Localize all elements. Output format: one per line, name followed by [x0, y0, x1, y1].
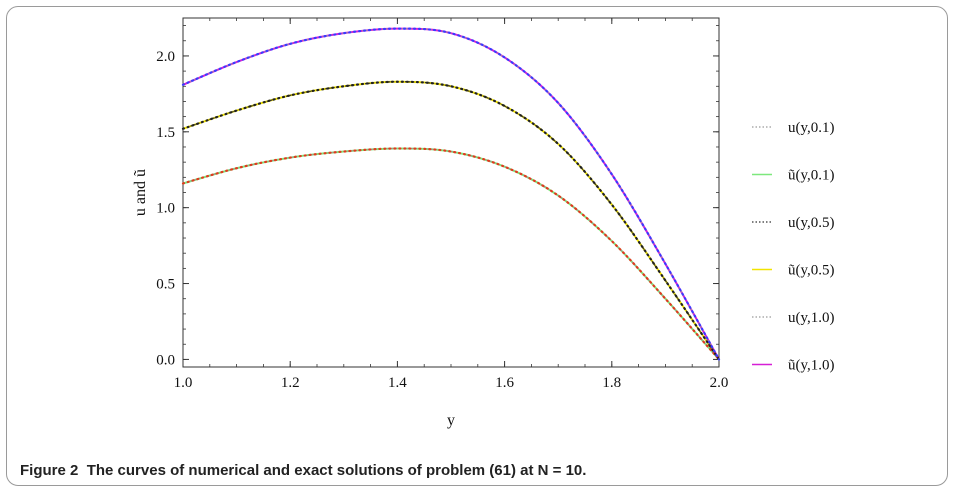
- series-line-4: [182, 80, 720, 360]
- series-dots-5: [181, 27, 721, 361]
- y-tick-label: 2.0: [156, 49, 175, 65]
- legend-label-2: ũ(y,0.1): [788, 168, 835, 184]
- legend-label-6: ũ(y,1.0): [788, 358, 835, 374]
- y-tick-label: 0.5: [156, 277, 175, 293]
- caption-label: Figure 2: [20, 462, 79, 479]
- y-tick-label: 1.0: [156, 201, 175, 217]
- x-tick-label: 1.8: [602, 375, 621, 391]
- series-line-5: [182, 28, 720, 360]
- series-line-1: [182, 147, 720, 360]
- plot-frame: [182, 17, 720, 368]
- x-tick-label: 1.6: [495, 375, 514, 391]
- x-axis-label: y: [447, 412, 455, 429]
- series-layer: [181, 27, 721, 361]
- x-tick-label: 1.4: [388, 375, 407, 391]
- figure-caption: Figure 2 The curves of numerical and exa…: [20, 462, 940, 479]
- series-line-2: [182, 147, 720, 361]
- legend: u(y,0.1) ũ(y,0.1) u(y,0.5) ũ(y,0.5) u(y,1.0)…: [752, 120, 835, 374]
- x-tick-label: 1.2: [281, 375, 300, 391]
- series-line-3: [182, 81, 720, 360]
- legend-label-3: u(y,0.5): [788, 215, 835, 231]
- x-tick-label: 1.0: [174, 375, 193, 391]
- caption-text: The curves of numerical and exact soluti…: [86, 462, 587, 479]
- series-line-6: [182, 27, 720, 360]
- legend-label-1: u(y,0.1): [788, 120, 835, 136]
- legend-label-4: ũ(y,0.5): [788, 263, 835, 279]
- y-axis-label: u and ũ: [132, 169, 149, 216]
- plot-area-border: [182, 17, 720, 368]
- y-tick-label: 1.5: [156, 125, 175, 141]
- legend-label-5: u(y,1.0): [788, 310, 835, 326]
- axis-ticks: 1.0 1.2 1.4 1.6 1.8 2.0 0.0 0.5 1.0 1.5 2.0: [156, 18, 728, 391]
- series-dots-3: [181, 80, 721, 361]
- figure-frame: [6, 6, 948, 486]
- y-tick-label: 0.0: [156, 352, 175, 368]
- x-tick-label: 2.0: [710, 375, 729, 391]
- series-dots-1: [181, 147, 721, 361]
